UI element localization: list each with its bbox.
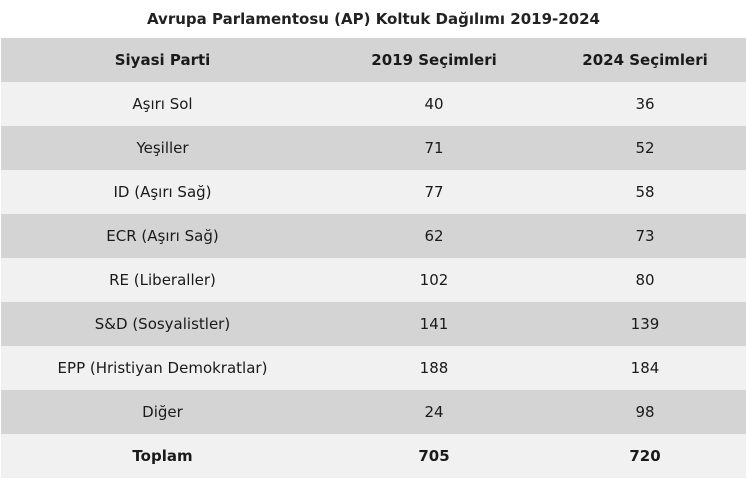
seats-2024-cell: 184 bbox=[630, 359, 660, 377]
table-row: EPP (Hristiyan Demokratlar) 188 184 bbox=[1, 346, 746, 390]
table-header-row: Siyasi Parti 2019 Seçimleri 2024 Seçimle… bbox=[1, 38, 746, 82]
seats-2024-cell: 73 bbox=[635, 227, 655, 245]
seats-2024-cell: 58 bbox=[635, 183, 655, 201]
seats-2019-cell: 71 bbox=[424, 139, 444, 157]
party-cell: Diğer bbox=[142, 403, 183, 421]
seats-2024-cell: 52 bbox=[635, 139, 655, 157]
seats-2024-cell: 80 bbox=[635, 271, 655, 289]
seats-2019-cell: 77 bbox=[424, 183, 444, 201]
party-cell: EPP (Hristiyan Demokratlar) bbox=[57, 359, 268, 377]
seats-2019-cell: 102 bbox=[419, 271, 449, 289]
header-2024: 2024 Seçimleri bbox=[582, 51, 708, 69]
table-row: S&D (Sosyalistler) 141 139 bbox=[1, 302, 746, 346]
total-row: Toplam 705 720 bbox=[1, 434, 746, 478]
party-cell: S&D (Sosyalistler) bbox=[94, 315, 231, 333]
seats-2019-cell: 188 bbox=[419, 359, 449, 377]
party-cell: ECR (Aşırı Sağ) bbox=[106, 227, 219, 245]
party-cell: ID (Aşırı Sağ) bbox=[113, 183, 212, 201]
party-cell: Aşırı Sol bbox=[132, 95, 193, 113]
seats-2019-cell: 40 bbox=[424, 95, 444, 113]
seats-2024-cell: 36 bbox=[635, 95, 655, 113]
total-2024: 720 bbox=[629, 447, 661, 465]
table-title: Avrupa Parlamentosu (AP) Koltuk Dağılımı… bbox=[146, 10, 600, 28]
seats-2019-cell: 24 bbox=[424, 403, 444, 421]
table-row: Diğer 24 98 bbox=[1, 390, 746, 434]
table-row: Aşırı Sol 40 36 bbox=[1, 82, 746, 126]
seats-2024-cell: 98 bbox=[635, 403, 655, 421]
total-label: Toplam bbox=[132, 447, 193, 465]
table-row: RE (Liberaller) 102 80 bbox=[1, 258, 746, 302]
seats-2019-cell: 141 bbox=[419, 315, 449, 333]
table-row: ID (Aşırı Sağ) 77 58 bbox=[1, 170, 746, 214]
header-2019: 2019 Seçimleri bbox=[371, 51, 497, 69]
party-cell: RE (Liberaller) bbox=[109, 271, 216, 289]
party-cell: Yeşiller bbox=[136, 139, 189, 157]
table-row: ECR (Aşırı Sağ) 62 73 bbox=[1, 214, 746, 258]
table-row: Yeşiller 71 52 bbox=[1, 126, 746, 170]
header-party: Siyasi Parti bbox=[114, 51, 211, 69]
seats-2024-cell: 139 bbox=[630, 315, 660, 333]
seats-2019-cell: 62 bbox=[424, 227, 444, 245]
total-2019: 705 bbox=[418, 447, 450, 465]
seat-table: Siyasi Parti 2019 Seçimleri 2024 Seçimle… bbox=[1, 38, 746, 478]
